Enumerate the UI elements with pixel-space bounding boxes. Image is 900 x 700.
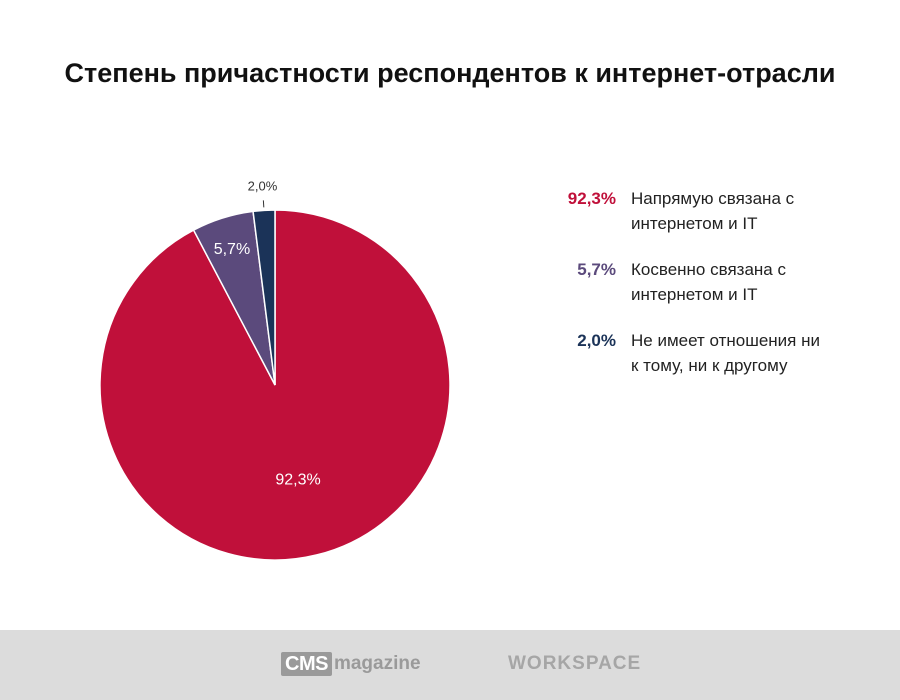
legend-label-line: интернетом и IT	[631, 285, 758, 304]
legend-value: 5,7%	[577, 260, 616, 279]
footer: CMS magazine WORKSPACE	[0, 630, 900, 700]
legend-label: Не имеет отношения ни к тому, ни к друго…	[631, 328, 871, 378]
legend-item-none: 2,0% Не имеет отношения ни к тому, ни к …	[548, 328, 888, 378]
legend-label-line: Косвенно связана с	[631, 260, 786, 279]
legend-value: 2,0%	[577, 331, 616, 350]
legend-item-direct: 92,3% Напрямую связана с интернетом и IT	[548, 186, 888, 236]
cms-magazine-logo: CMS magazine	[281, 652, 421, 676]
legend-label: Косвенно связана с интернетом и IT	[631, 257, 871, 307]
pie-slice-2	[252, 209, 276, 386]
legend-value: 92,3%	[567, 189, 616, 208]
legend-label-line: к тому, ни к другому	[631, 356, 788, 375]
logo-cms-text: magazine	[333, 653, 421, 674]
chart-title: Степень причастности респондентов к инте…	[64, 58, 836, 88]
legend-label-line: Напрямую связана с	[631, 189, 795, 208]
legend: 92,3% Напрямую связана с интернетом и IT…	[548, 186, 888, 399]
pie-label-0: 92,3%	[275, 471, 320, 488]
pie-chart: 92,3% 5,7% 2,0%	[99, 178, 451, 561]
legend-label-line: Не имеет отношения ни	[631, 331, 820, 350]
workspace-logo: WORKSPACE	[508, 653, 642, 674]
legend-item-indirect: 5,7% Косвенно связана с интернетом и IT	[548, 257, 888, 307]
legend-label: Напрямую связана с интернетом и IT	[631, 186, 871, 236]
pie-label-2: 2,0%	[248, 178, 278, 193]
pie-label-1: 5,7%	[214, 241, 250, 258]
logo-cms-box: CMS	[281, 652, 332, 676]
legend-label-line: интернетом и IT	[631, 214, 758, 233]
